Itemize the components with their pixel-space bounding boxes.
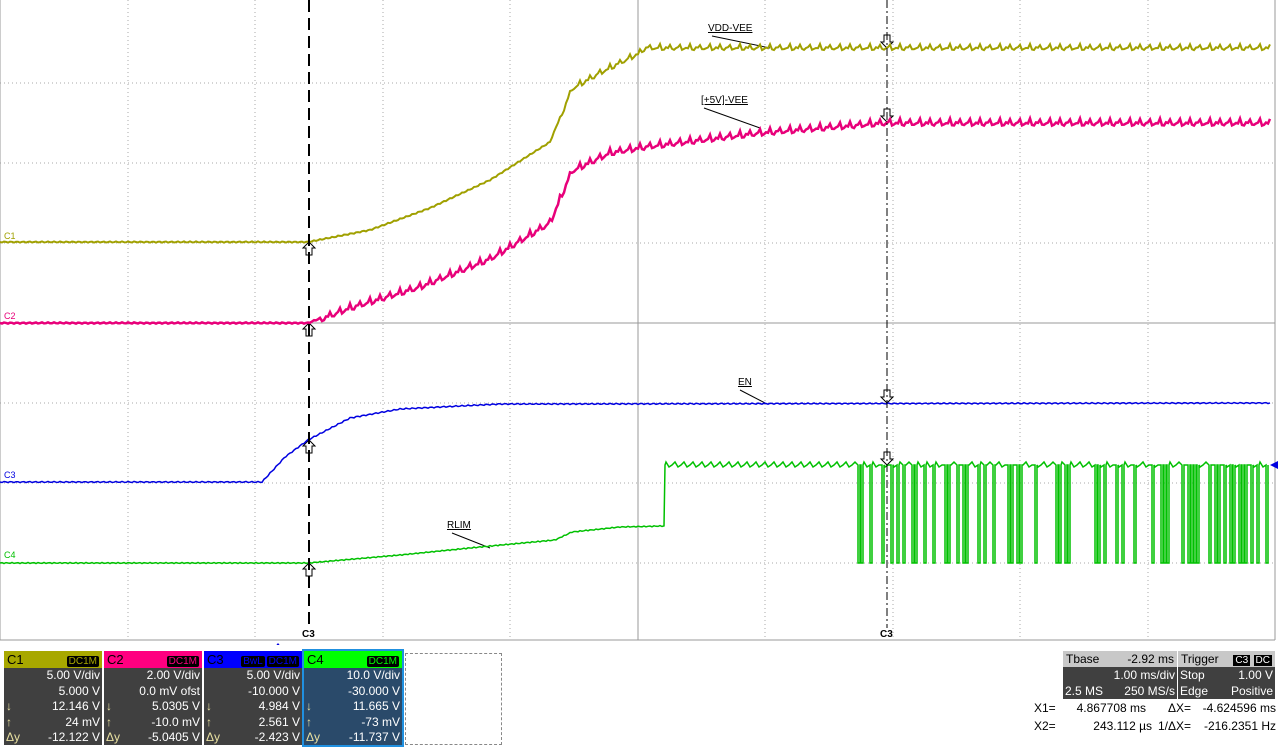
- label-leader-line: [739, 389, 766, 404]
- waveform-grid[interactable]: [0, 0, 1280, 645]
- volts-per-div: 5.00 V/div: [46, 668, 100, 682]
- cursor-down-arrow-icon: [879, 451, 895, 466]
- delta-y-label: Δy: [206, 730, 221, 744]
- empty-channel-slot[interactable]: [405, 653, 502, 745]
- cursor-up-value: 2.561 V: [258, 714, 300, 729]
- trigger-type: Edge: [1180, 684, 1209, 698]
- x1-value: 4.867708 ms: [1076, 701, 1146, 715]
- down-arrow-icon: ↓: [206, 699, 212, 713]
- cursor-down-value: 5.0305 V: [151, 699, 200, 713]
- cursor-up-arrow-icon: [301, 439, 317, 454]
- timebase-panel[interactable]: Tbase -2.92 ms 1.00 ms/div 2.5 MS 250 MS/s: [1063, 651, 1177, 699]
- c4-trace: [0, 460, 1269, 565]
- channel-1-panel[interactable]: C1 DC1M 5.00 V/div 5.000 V ↓ 12.146 V ↑ 24 …: [4, 651, 102, 745]
- offset: 5.000 V: [58, 683, 100, 698]
- delta-y-label: Δy: [6, 730, 21, 744]
- cursor-down-value: 4.984 V: [258, 699, 300, 713]
- cursor-2-label: C3: [880, 629, 893, 640]
- trigger-label: Trigger: [1181, 652, 1219, 666]
- cursor-up-value: 24 mV: [65, 714, 100, 729]
- x1-label: X1=: [1034, 701, 1056, 715]
- cursor-down-value: 11.665 V: [352, 699, 400, 713]
- channel-4-panel[interactable]: C4 DC1M 10.0 V/div -30.000 V ↓ 11.665 V ↑ -…: [302, 649, 404, 747]
- trace-label-5v-vee: [+5V]-VEE: [701, 95, 748, 106]
- sample-count: 2.5 MS: [1065, 684, 1104, 698]
- down-arrow-icon: ↓: [6, 699, 12, 713]
- trace-label-en: EN: [738, 377, 752, 388]
- tbase-delay: -2.92 ms: [1127, 652, 1174, 666]
- inv-dx-value: -216.2351 Hz: [1203, 719, 1276, 733]
- down-arrow-icon: ↓: [306, 699, 312, 713]
- x2-label: X2=: [1034, 719, 1056, 733]
- delta-y-label: Δy: [106, 730, 121, 744]
- trigger-position-marker: [276, 643, 280, 645]
- delta-y-value: -12.122 V: [47, 730, 100, 744]
- cursor-1-label: C3: [302, 629, 315, 640]
- down-arrow-icon: ↓: [106, 699, 112, 713]
- channel-name: C2: [107, 652, 124, 667]
- trigger-coupling: DC: [1253, 655, 1272, 666]
- delta-y-value: -5.0405 V: [147, 730, 200, 744]
- coupling-tag: DC1M: [366, 656, 399, 667]
- tbase-label: Tbase: [1066, 652, 1100, 666]
- c4-label: C4: [4, 550, 16, 560]
- c3-label: C3: [4, 470, 16, 480]
- cursor-up-value: -73 mV: [361, 714, 400, 729]
- up-arrow-icon: ↑: [306, 714, 312, 729]
- up-arrow-icon: ↑: [106, 714, 112, 729]
- trigger-slope: Positive: [1230, 684, 1273, 698]
- trigger-level-marker: [1270, 461, 1278, 469]
- c1-label: C1: [4, 231, 16, 241]
- dx-value: -4.624596 ms: [1202, 701, 1276, 715]
- up-arrow-icon: ↑: [206, 714, 212, 729]
- volts-per-div: 5.00 V/div: [246, 668, 300, 682]
- trigger-level: 1.00 V: [1238, 668, 1273, 682]
- channel-name: C1: [7, 652, 24, 667]
- cursor-down-value: 12.146 V: [51, 699, 100, 713]
- trigger-mode: Stop: [1180, 668, 1205, 682]
- c2-label: C2: [4, 311, 16, 321]
- label-leader-line: [703, 107, 761, 129]
- coupling-tag: DC1M: [166, 656, 199, 667]
- inv-dx-label: 1/ΔX=: [1157, 719, 1191, 733]
- cursor-readout-row-2: X2= 243.112 µs 1/ΔX= -216.2351 Hz: [1034, 719, 1276, 733]
- sample-rate: 250 MS/s: [1124, 684, 1175, 698]
- volts-per-div: 10.0 V/div: [346, 668, 400, 682]
- channel-2-panel[interactable]: C2 DC1M 2.00 V/div 0.0 mV ofst ↓ 5.0305 V …: [104, 651, 202, 745]
- offset: 0.0 mV ofst: [139, 683, 200, 698]
- trace-label-rlim: RLIM: [447, 520, 471, 531]
- time-per-div: 1.00 ms/div: [1113, 668, 1175, 682]
- delta-y-label: Δy: [306, 730, 321, 744]
- c1-trace: [0, 41, 1271, 244]
- c2-trace: [0, 114, 1272, 325]
- up-arrow-icon: ↑: [6, 714, 12, 729]
- channel-name: C3: [207, 652, 224, 667]
- trigger-source: C3: [1233, 655, 1251, 666]
- bwl-tag: BwL: [241, 656, 265, 667]
- coupling-tag: DC1M: [66, 656, 99, 667]
- delta-y-value: -11.737 V: [348, 730, 400, 744]
- x2-value: 243.112 µs: [1093, 719, 1152, 733]
- cursor-up-arrow-icon: [301, 241, 317, 256]
- trace-label-vdd-vee: VDD-VEE: [708, 23, 753, 34]
- cursor-readout-row-1: X1= 4.867708 ms ΔX= -4.624596 ms: [1034, 701, 1276, 715]
- trigger-panel[interactable]: Trigger C3 DC Stop 1.00 V Edge Positive: [1178, 651, 1275, 699]
- c3-trace: [0, 401, 1271, 484]
- delta-y-value: -2.423 V: [254, 730, 300, 744]
- cursor-up-value: -10.0 mV: [151, 714, 200, 729]
- offset: -30.000 V: [347, 683, 400, 698]
- channel-3-panel[interactable]: C3 BwL DC1M 5.00 V/div -10.000 V ↓ 4.984 V …: [204, 651, 302, 745]
- label-leader-line: [451, 532, 491, 549]
- channel-name: C4: [307, 652, 324, 667]
- dx-label: ΔX=: [1167, 701, 1191, 715]
- coupling-tag: DC1M: [266, 656, 299, 667]
- volts-per-div: 2.00 V/div: [146, 668, 200, 682]
- offset: -10.000 V: [247, 683, 300, 698]
